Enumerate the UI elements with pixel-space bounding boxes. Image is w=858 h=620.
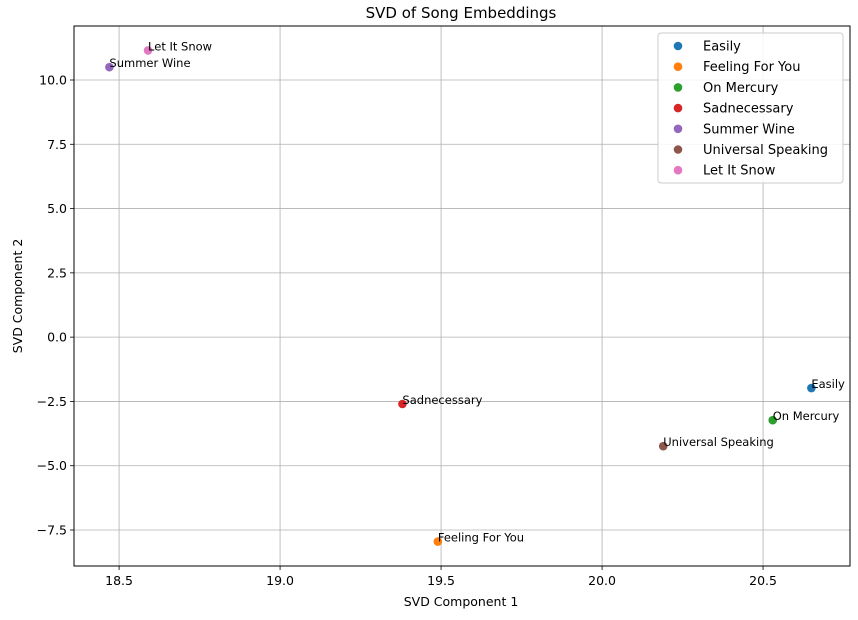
y-tick-label: 7.5 (47, 137, 67, 152)
legend-entry: Universal Speaking (703, 143, 828, 158)
point-labels: Easily Feeling For You On Mercury Sadnecess… (109, 39, 845, 544)
y-tick-label: 0.0 (47, 330, 67, 345)
y-axis-label: SVD Component 2 (10, 239, 25, 354)
y-tick-label: −7.5 (37, 523, 67, 538)
data-point (398, 399, 407, 409)
data-point (807, 383, 816, 393)
point-label: Feeling For You (438, 531, 524, 545)
legend-marker (673, 41, 683, 51)
y-tick-label: 2.5 (47, 265, 67, 280)
legend-marker (673, 62, 683, 71)
legend-entry: Summer Wine (703, 122, 795, 137)
x-axis-label: SVD Component 1 (404, 594, 519, 609)
legend-entry: Let It Snow (703, 164, 776, 179)
legend-entry: Easily (703, 40, 741, 55)
legend-entry: Sadnecessary (703, 102, 794, 117)
legend-entry: On Mercury (703, 81, 779, 96)
point-label: Summer Wine (109, 56, 190, 70)
y-tick-label: 5.0 (47, 201, 67, 216)
data-point (143, 46, 153, 55)
legend-marker (673, 145, 683, 154)
legend-marker (673, 124, 683, 134)
chart-title: SVD of Song Embeddings (366, 4, 557, 22)
y-axis-ticks: −7.5 −5.0 −2.5 0.0 2.5 5.0 7.5 10.0 (37, 73, 74, 538)
point-label: Sadnecessary (402, 393, 482, 407)
x-tick-label: 19.5 (427, 573, 455, 588)
data-point (768, 415, 778, 425)
point-label: Easily (811, 377, 845, 391)
data-point (105, 62, 114, 72)
legend: Easily Feeling For You On Mercury Sadnecess… (657, 32, 844, 184)
point-label: Universal Speaking (663, 435, 774, 449)
y-tick-label: −5.0 (37, 458, 67, 473)
legend-marker (673, 165, 683, 175)
x-tick-label: 19.0 (266, 573, 294, 588)
legend-marker (673, 83, 683, 92)
point-label: Let It Snow (148, 39, 212, 53)
x-axis-ticks: 18.5 19.0 19.5 20.0 20.5 (105, 566, 777, 588)
legend-frame (657, 32, 844, 184)
data-point (658, 441, 668, 451)
legend-marker (673, 103, 683, 113)
x-tick-label: 18.5 (105, 573, 133, 588)
legend-entry: Feeling For You (703, 60, 800, 75)
plot-frame (73, 25, 851, 567)
x-tick-label: 20.0 (588, 573, 616, 588)
x-tick-label: 20.5 (749, 573, 777, 588)
y-tick-label: −2.5 (37, 394, 67, 409)
y-tick-label: 10.0 (39, 73, 67, 88)
data-point (433, 537, 443, 546)
point-label: On Mercury (773, 409, 840, 423)
data-points (105, 46, 816, 546)
